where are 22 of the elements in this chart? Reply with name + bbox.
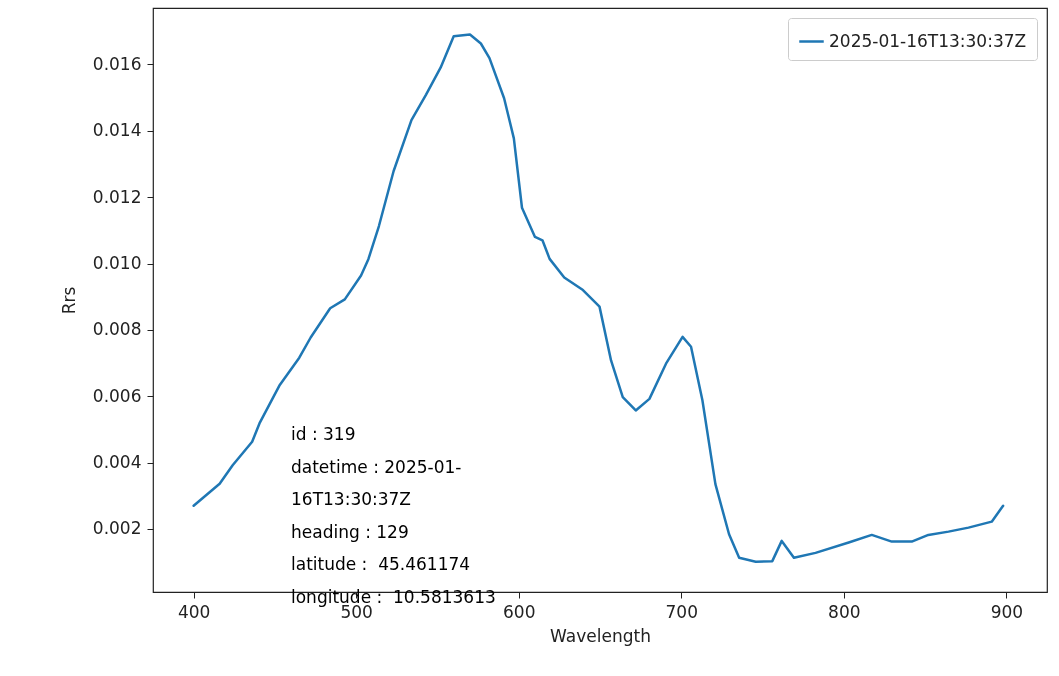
x-tick-label: 400 xyxy=(177,601,211,622)
y-axis-title: Rrs xyxy=(58,286,79,315)
y-tick-label: 0.004 xyxy=(92,452,142,473)
x-tick-label: 700 xyxy=(665,601,698,622)
y-tick-label: 0.012 xyxy=(92,186,142,207)
y-tick-label: 0.016 xyxy=(92,53,142,74)
annotation: heading : 129 xyxy=(291,521,409,542)
x-axis-title: Wavelength xyxy=(550,625,651,646)
annotation: datetime : 2025-01- xyxy=(291,456,462,477)
y-tick-label: 0.014 xyxy=(92,120,142,141)
y-tick-label: 0.008 xyxy=(92,319,142,340)
y-tick-label: 0.002 xyxy=(92,518,142,539)
x-tick-label: 800 xyxy=(828,601,861,622)
y-tick-label: 0.010 xyxy=(92,253,142,273)
legend-label: 2025-01-16T13:30:37Z xyxy=(829,30,1027,51)
y-tick-label: 0.006 xyxy=(92,385,142,406)
annotation: id : 319 xyxy=(291,424,356,444)
x-tick-label: 600 xyxy=(503,601,536,622)
x-tick-label: 900 xyxy=(990,601,1024,622)
annotation: longitude : 10.5813613 xyxy=(291,587,496,607)
annotation: latitude : 45.461174 xyxy=(291,554,471,575)
annotation: 16T13:30:37Z xyxy=(291,489,412,510)
